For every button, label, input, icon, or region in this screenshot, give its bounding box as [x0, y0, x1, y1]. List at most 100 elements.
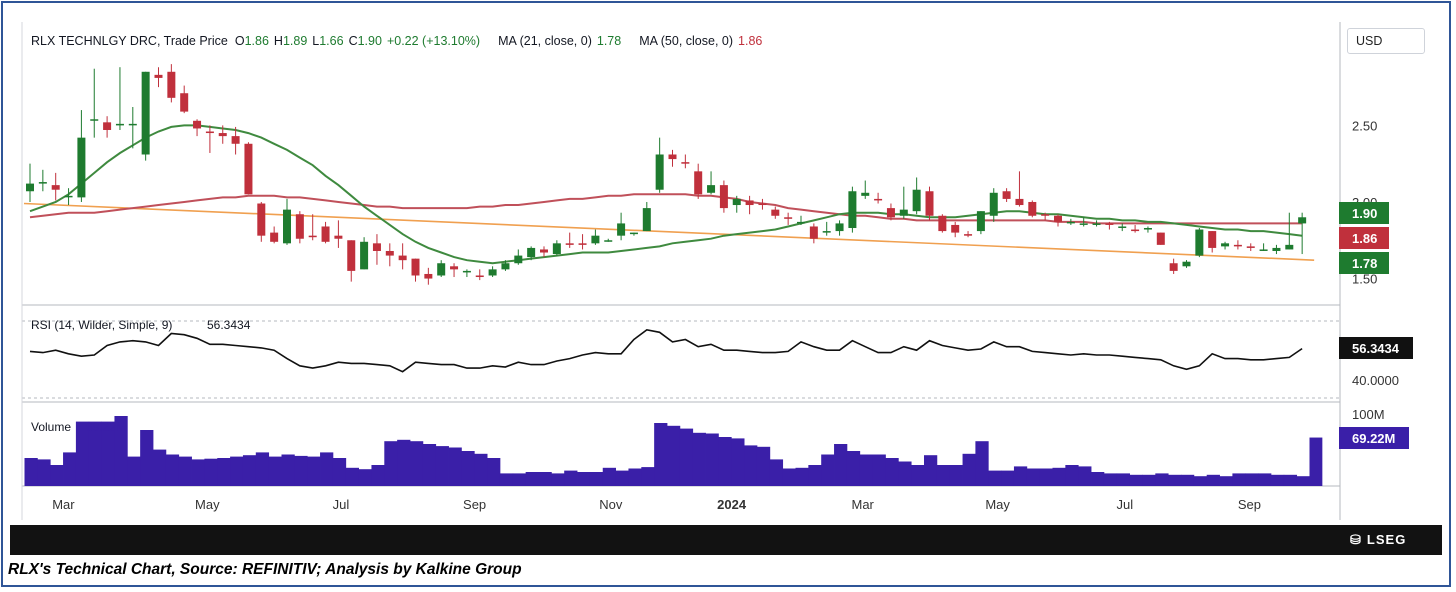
candle-body: [231, 136, 240, 144]
candle-body: [951, 224, 960, 233]
volume-bar: [949, 465, 963, 486]
candle-body: [976, 211, 985, 232]
candle-body: [822, 231, 831, 233]
candle-body: [912, 189, 921, 212]
ma50-label: MA (50, close, 0): [639, 34, 733, 48]
x-tick-label: May: [195, 497, 220, 512]
volume-bar: [255, 452, 270, 486]
candle-body: [694, 171, 703, 195]
rsi-line: [29, 329, 1303, 373]
candle-body: [1221, 243, 1230, 247]
volume-pane[interactable]: Volume 69.22M: [24, 416, 1323, 486]
candle-body: [308, 235, 317, 238]
volume-bar: [525, 472, 539, 486]
rsi-tag-label: 56.3434: [1352, 341, 1400, 356]
volume-bar: [1296, 476, 1310, 486]
ma50-line: [29, 193, 1303, 225]
candle-body: [1156, 232, 1165, 245]
candle-body: [462, 270, 471, 273]
volume-bar: [1219, 476, 1233, 486]
volume-bar: [679, 428, 694, 486]
volume-bar: [1142, 474, 1156, 486]
volume-bar: [859, 454, 873, 486]
volume-bar: [898, 461, 912, 486]
candle-body: [90, 119, 99, 121]
volume-bar: [1026, 468, 1041, 486]
volume-bar: [744, 445, 758, 486]
ohlc-key-o: O: [235, 34, 245, 48]
x-tick-label: Jul: [1117, 497, 1134, 512]
volume-bar: [1155, 473, 1169, 486]
candle-body: [437, 263, 446, 276]
candle-body: [1272, 247, 1281, 251]
candle-body: [64, 195, 73, 198]
volume-bar: [63, 452, 77, 486]
volume-bar: [75, 421, 90, 486]
volume-title: Volume: [31, 420, 71, 434]
ma21-label: MA (21, close, 0): [498, 34, 592, 48]
volume-bar: [1193, 476, 1208, 486]
volume-bar: [641, 467, 655, 486]
volume-bar: [384, 441, 398, 486]
candle-body: [51, 185, 60, 190]
volume-bar: [1001, 470, 1015, 486]
ma50-value: 1.86: [738, 34, 762, 48]
candle-body: [450, 266, 459, 270]
rsi-pane[interactable]: RSI (14, Wilder, Simple, 9) 56.3434: [29, 318, 1303, 373]
x-tick-label: Mar: [52, 497, 75, 512]
volume-bar: [1232, 473, 1246, 486]
candle-body: [617, 223, 626, 236]
candle-body: [578, 243, 587, 245]
ohlc-key-h: H: [274, 34, 283, 48]
candle-body: [732, 198, 741, 206]
volume-bar: [487, 458, 501, 486]
volume-bar: [307, 456, 321, 486]
volume-bar: [988, 470, 1002, 486]
candle-body: [1079, 223, 1088, 225]
candle-body: [1002, 191, 1011, 199]
candle-body: [527, 247, 536, 258]
candle-body: [809, 226, 818, 239]
candle-body: [629, 232, 638, 235]
candle-body: [1182, 261, 1191, 267]
volume-bar: [654, 423, 668, 486]
candle-body: [899, 209, 908, 216]
volume-bar: [795, 467, 809, 486]
rsi-level-label: 40.0000: [1352, 373, 1399, 388]
candle-body: [938, 215, 947, 232]
volume-bar: [140, 430, 154, 486]
candle-body: [1298, 217, 1307, 224]
currency-button[interactable]: USD: [1347, 28, 1425, 54]
candle-body: [514, 255, 523, 264]
candle-body: [38, 182, 47, 184]
brand-name: LSEG: [1366, 532, 1407, 547]
volume-bar: [320, 452, 334, 486]
volume-bar: [512, 473, 527, 486]
candle-body: [1246, 246, 1255, 248]
volume-bar: [705, 433, 719, 486]
rsi-title: RSI (14, Wilder, Simple, 9): [31, 318, 172, 332]
x-tick-label: Jul: [333, 497, 350, 512]
volume-bar: [1206, 474, 1220, 486]
volume-bar: [551, 473, 565, 486]
candle-body: [719, 185, 728, 209]
volume-tag-label: 69.22M: [1352, 431, 1395, 446]
candle-body: [115, 123, 124, 126]
figure-caption: RLX's Technical Chart, Source: REFINITIV…: [8, 561, 522, 578]
volume-bar: [872, 454, 886, 486]
candle-body: [218, 133, 227, 137]
price-pane[interactable]: [23, 64, 1315, 285]
candle-body: [128, 123, 137, 126]
volume-bar: [1270, 474, 1285, 486]
volume-bar: [628, 468, 642, 486]
volume-bar: [1245, 473, 1259, 486]
volume-scale-label: 100M: [1352, 407, 1385, 422]
candle-body: [1028, 201, 1037, 216]
candle-body: [642, 208, 651, 232]
volume-bar: [422, 444, 437, 486]
chart-canvas: RLX TECHNLGY DRC, Trade Price O 1.86 H 1.89…: [21, 22, 1413, 520]
footer-bar: [10, 525, 1442, 555]
volume-bar: [24, 458, 38, 486]
candle-body: [347, 240, 356, 271]
x-tick-label: 2024: [717, 497, 747, 512]
